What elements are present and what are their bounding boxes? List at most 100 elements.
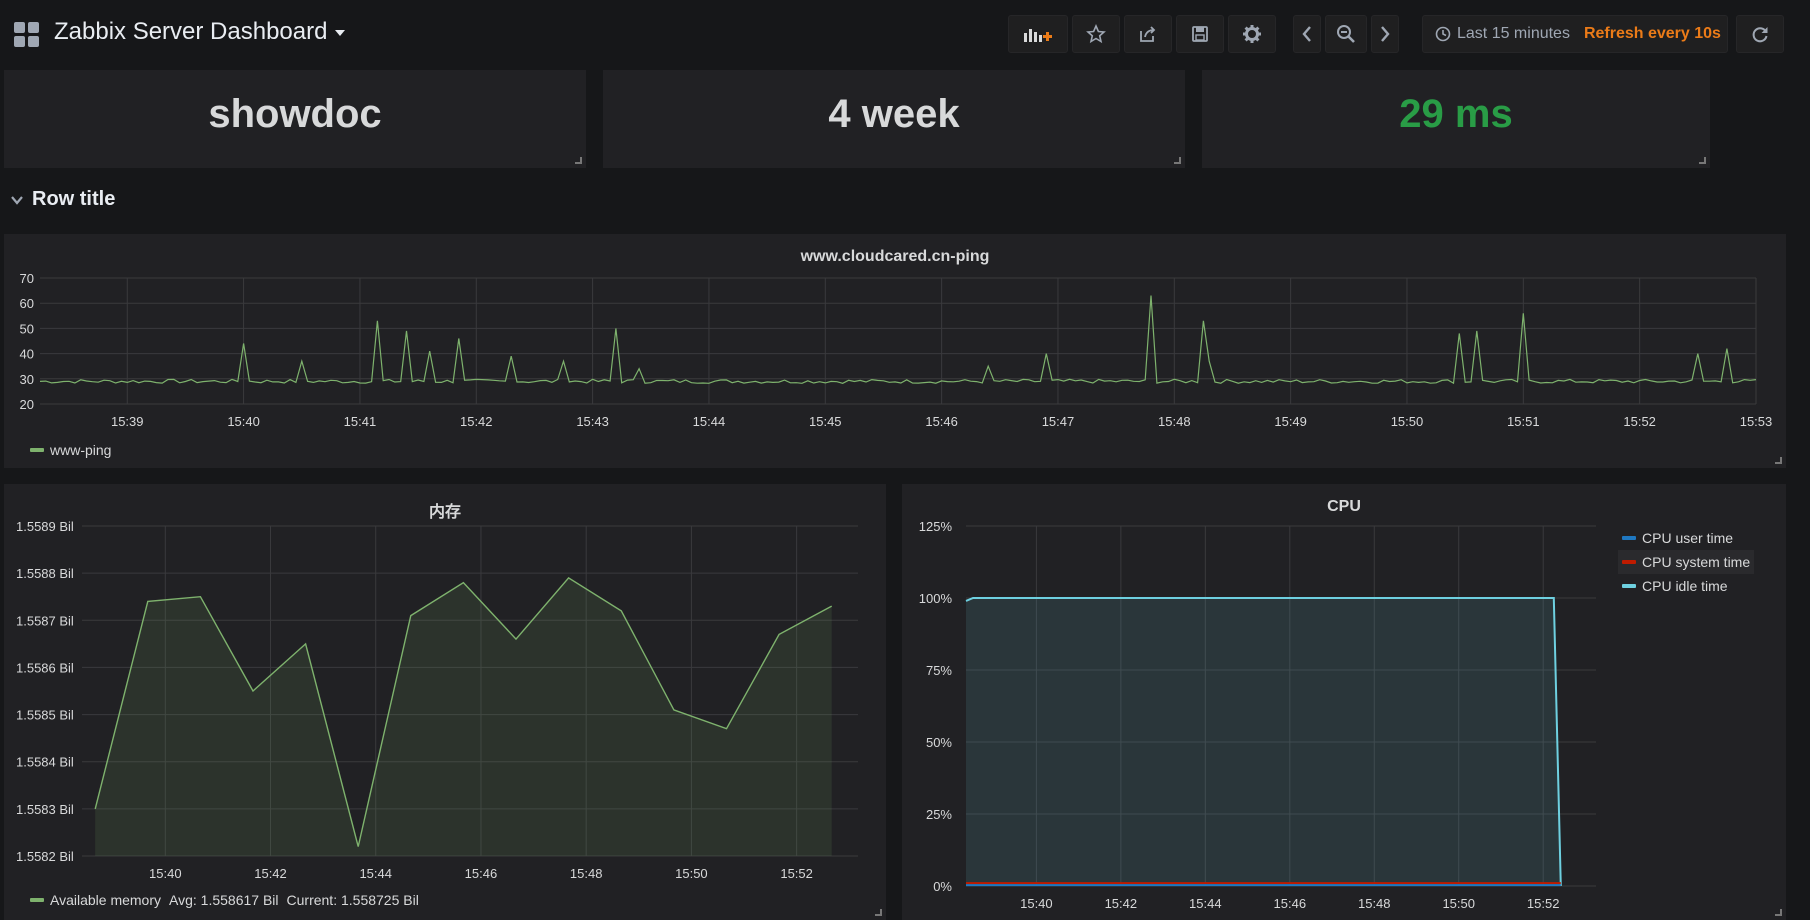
legend-item-cpu-user[interactable]: CPU user time <box>1618 526 1754 550</box>
y-tick-label: 1.5588 Bil <box>16 566 74 581</box>
panel-title[interactable]: 内存 <box>428 504 461 521</box>
series-area-available-memory <box>95 577 832 856</box>
y-tick-label: 1.5584 Bil <box>16 755 74 770</box>
legend-item-cpu-idle[interactable]: CPU idle time <box>1618 574 1754 598</box>
x-tick-label: 15:42 <box>460 414 493 429</box>
x-tick-label: 15:48 <box>1358 896 1391 911</box>
x-tick-label: 15:44 <box>1189 896 1222 911</box>
legend-swatch <box>30 448 44 452</box>
ping-chart[interactable]: 20 30 40 50 60 70 15:39 15:40 15:41 15:42 15:43 15:… <box>4 234 1786 434</box>
chevron-left-icon <box>1302 26 1311 42</box>
y-tick-label: 1.5589 Bil <box>16 519 74 534</box>
memory-chart[interactable]: 1.5582 Bil 1.5583 Bil 1.5584 Bil 1.5585 Bil… <box>4 484 886 884</box>
y-tick-label: 50 <box>20 321 34 336</box>
caret-down-icon <box>335 29 346 36</box>
series-line-cpu-idle-time <box>965 597 1562 887</box>
legend-label: CPU idle time <box>1642 578 1728 594</box>
x-tick-label: 15:45 <box>809 414 842 429</box>
series-line-www-ping <box>39 295 1757 385</box>
x-tick-label: 15:48 <box>1158 414 1191 429</box>
x-tick-label: 15:52 <box>1623 414 1656 429</box>
x-tick-label: 15:46 <box>925 414 958 429</box>
grid-icon[interactable] <box>14 22 40 48</box>
y-tick-label: 0% <box>933 879 952 894</box>
series-area-cpu-idle-time <box>966 598 1561 886</box>
time-range-label: Last 15 minutes <box>1457 25 1570 42</box>
resize-handle[interactable] <box>1775 909 1782 916</box>
legend-item-www-ping[interactable]: www-ping <box>30 442 111 458</box>
dashboard-title[interactable]: Zabbix Server Dashboard <box>54 18 346 46</box>
time-forward-button[interactable] <box>1371 15 1399 53</box>
zoom-out-icon <box>1337 25 1355 43</box>
share-button[interactable] <box>1124 15 1172 53</box>
resize-handle[interactable] <box>1775 457 1782 464</box>
navbar: Zabbix Server Dashboard Last 15 minutes … <box>0 0 1810 68</box>
dashboard-title-text: Zabbix Server Dashboard <box>54 18 328 45</box>
y-tick-label: 70 <box>20 271 34 286</box>
x-tick-label: 15:47 <box>1042 414 1075 429</box>
legend-label: www-ping <box>50 442 112 458</box>
star-button[interactable] <box>1072 15 1120 53</box>
legend-swatch <box>1622 560 1636 564</box>
resize-handle[interactable] <box>575 157 582 164</box>
stat-value: showdoc <box>208 92 382 136</box>
refresh-interval-label: Refresh every 10s <box>1583 25 1721 42</box>
zoom-out-button[interactable] <box>1325 15 1367 53</box>
cpu-legend: CPU user time CPU system time CPU idle t… <box>1618 526 1755 598</box>
refresh-button[interactable] <box>1736 15 1784 53</box>
stat-panel-latency: 29 ms <box>1202 70 1710 168</box>
stat-value: 4 week <box>828 92 960 136</box>
x-tick-label: 15:44 <box>693 414 726 429</box>
legend-avg: Avg: 1.558617 Bil <box>169 892 279 908</box>
x-tick-label: 15:50 <box>1442 896 1475 911</box>
cpu-chart[interactable]: 0% 25% 50% 75% 100% 125% 15:40 15:42 15:44 15:46 1… <box>902 484 1622 920</box>
chevron-right-icon <box>1381 26 1390 42</box>
x-tick-label: 15:44 <box>359 866 392 881</box>
resize-handle[interactable] <box>1174 157 1181 164</box>
add-panel-button[interactable] <box>1008 15 1068 53</box>
time-picker-button[interactable]: Last 15 minutes Refresh every 10s <box>1422 15 1728 53</box>
share-icon <box>1140 26 1156 42</box>
x-tick-label: 15:50 <box>1391 414 1424 429</box>
refresh-icon <box>1752 27 1768 43</box>
chevron-down-icon <box>11 195 23 205</box>
resize-handle[interactable] <box>875 909 882 916</box>
x-tick-label: 15:40 <box>1020 896 1053 911</box>
save-button[interactable] <box>1176 15 1224 53</box>
legend-swatch <box>1622 584 1636 588</box>
x-tick-label: 15:46 <box>465 866 498 881</box>
y-tick-label: 30 <box>20 372 34 387</box>
x-tick-label: 15:42 <box>254 866 287 881</box>
memory-panel: 内存 1.5582 Bil 1.5583 Bil 1.5584 Bil 1.5585 … <box>4 484 886 920</box>
legend-label: CPU system time <box>1642 554 1751 570</box>
y-tick-label: 125% <box>919 519 953 534</box>
legend-label: CPU user time <box>1642 530 1734 546</box>
time-back-button[interactable] <box>1293 15 1321 53</box>
y-tick-label: 100% <box>919 591 953 606</box>
y-tick-label: 1.5586 Bil <box>16 660 74 675</box>
legend-swatch <box>30 898 44 902</box>
x-tick-label: 15:40 <box>149 866 182 881</box>
y-tick-label: 50% <box>926 735 952 750</box>
y-tick-label: 40 <box>20 347 34 362</box>
panel-title[interactable]: CPU <box>1327 498 1361 515</box>
save-icon <box>1192 26 1208 42</box>
y-tick-label: 1.5585 Bil <box>16 708 74 723</box>
row-title: Row title <box>32 188 116 210</box>
legend-item-cpu-system[interactable]: CPU system time <box>1618 550 1755 574</box>
x-tick-label: 15:39 <box>111 414 144 429</box>
x-tick-label: 15:52 <box>780 866 813 881</box>
x-tick-label: 15:40 <box>227 414 260 429</box>
panel-title[interactable]: www.cloudcared.cn-ping <box>800 248 990 265</box>
stat-value: 29 ms <box>1399 92 1513 136</box>
settings-button[interactable] <box>1228 15 1276 53</box>
legend-label: Available memory <box>50 892 162 908</box>
row-header[interactable]: Row title <box>10 188 115 211</box>
x-tick-label: 15:53 <box>1740 414 1773 429</box>
resize-handle[interactable] <box>1699 157 1706 164</box>
legend-item-available-memory[interactable]: Available memory Avg: 1.558617 Bil Curre… <box>30 892 419 908</box>
cpu-panel: CPU 0% 25% 50% 75% 100% 125% 15:40 15:42 15:44 15… <box>902 484 1786 920</box>
x-tick-label: 15:49 <box>1274 414 1307 429</box>
x-tick-label: 15:46 <box>1274 896 1307 911</box>
gear-icon <box>1243 25 1261 43</box>
